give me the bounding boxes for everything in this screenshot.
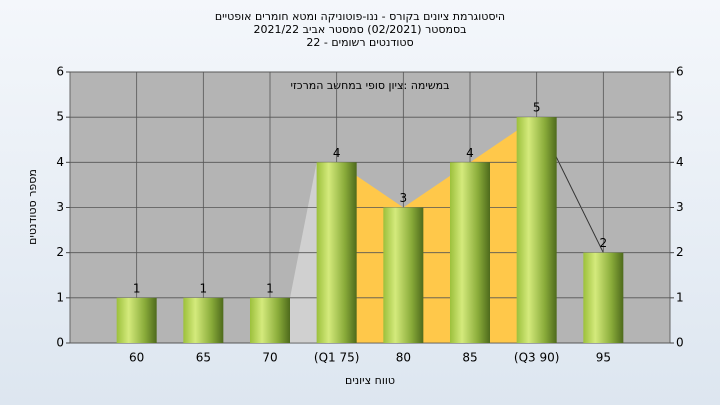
y2-tick-label: 5 <box>676 110 684 124</box>
x-tick-label: 65 <box>196 351 211 365</box>
y-tick-label: 1 <box>56 290 64 304</box>
y2-tick-label: 2 <box>676 245 684 259</box>
x-tick-label: (Q3 90) <box>514 351 560 365</box>
chart-subtitle: בסמסטר (02/2021) סמסטר אביב 2021/22 <box>253 23 466 36</box>
y-tick-label: 2 <box>56 245 64 259</box>
y-axis-label: מספר סטודנטים <box>26 169 39 245</box>
chart-subtitle: סטודנטים רשומים - 22 <box>306 36 413 49</box>
y2-tick-label: 6 <box>676 65 684 79</box>
data-label: 1 <box>133 281 141 295</box>
y-tick-label: 4 <box>56 155 64 169</box>
y2-tick-label: 1 <box>676 290 684 304</box>
y2-tick-label: 4 <box>676 155 684 169</box>
x-tick-label: 85 <box>462 351 477 365</box>
bar <box>183 297 224 343</box>
bar <box>450 162 490 343</box>
bar <box>583 252 624 343</box>
bar <box>316 162 357 343</box>
y-tick-label: 6 <box>56 65 64 79</box>
x-tick-label: 60 <box>129 351 144 365</box>
bar <box>116 297 157 343</box>
data-label: 1 <box>200 281 208 295</box>
x-axis-label: טווח ציונים <box>345 374 395 387</box>
x-tick-label: 70 <box>262 351 277 365</box>
bar <box>383 207 424 343</box>
y-tick-label: 3 <box>56 200 64 214</box>
x-tick-label: 80 <box>396 351 411 365</box>
y2-tick-label: 3 <box>676 200 684 214</box>
bar <box>516 117 557 344</box>
bar <box>250 297 290 343</box>
y-tick-label: 5 <box>56 110 64 124</box>
data-label: 4 <box>466 146 474 160</box>
data-label: 5 <box>533 101 541 115</box>
data-label: 4 <box>333 146 341 160</box>
y-tick-label: 0 <box>56 336 64 350</box>
data-label: 3 <box>400 191 408 205</box>
data-label: 1 <box>266 281 274 295</box>
data-label: 2 <box>600 236 608 250</box>
x-tick-label: (Q1 75) <box>314 351 360 365</box>
y2-tick-label: 0 <box>676 336 684 350</box>
annotation: במשימה :ציון סופי במחשב המרכזי <box>290 79 449 92</box>
chart-title: היסטוגרמת ציונים בקורס - ננו-פוטוניקה ומ… <box>215 10 505 23</box>
x-tick-label: 95 <box>596 351 611 365</box>
